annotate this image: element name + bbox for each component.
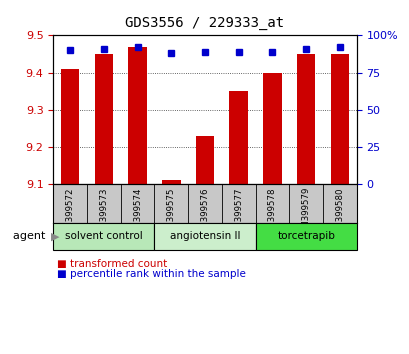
Text: GSM399578: GSM399578 [267,187,276,240]
Bar [94,54,113,184]
Bar [195,136,214,184]
Bar [296,54,315,184]
Text: GSM399576: GSM399576 [200,187,209,240]
Text: solvent control: solvent control [65,231,142,241]
Text: GSM399573: GSM399573 [99,187,108,240]
Bar [128,46,146,184]
Text: ▶: ▶ [51,231,60,241]
Bar [162,180,180,184]
Text: ■ percentile rank within the sample: ■ percentile rank within the sample [57,269,246,279]
Text: GSM399580: GSM399580 [335,187,344,240]
Bar [263,73,281,184]
Text: GSM399579: GSM399579 [301,187,310,239]
Text: torcetrapib: torcetrapib [276,231,334,241]
Text: GSM399577: GSM399577 [234,187,243,240]
Text: GSM399572: GSM399572 [65,187,74,240]
Bar [61,69,79,184]
Text: GSM399575: GSM399575 [166,187,175,240]
Text: ■ transformed count: ■ transformed count [57,259,167,269]
Bar [330,54,348,184]
Bar [229,91,247,184]
Text: GDS3556 / 229333_at: GDS3556 / 229333_at [125,16,284,30]
Text: GSM399574: GSM399574 [133,187,142,240]
Text: agent: agent [13,231,49,241]
Text: angiotensin II: angiotensin II [169,231,240,241]
